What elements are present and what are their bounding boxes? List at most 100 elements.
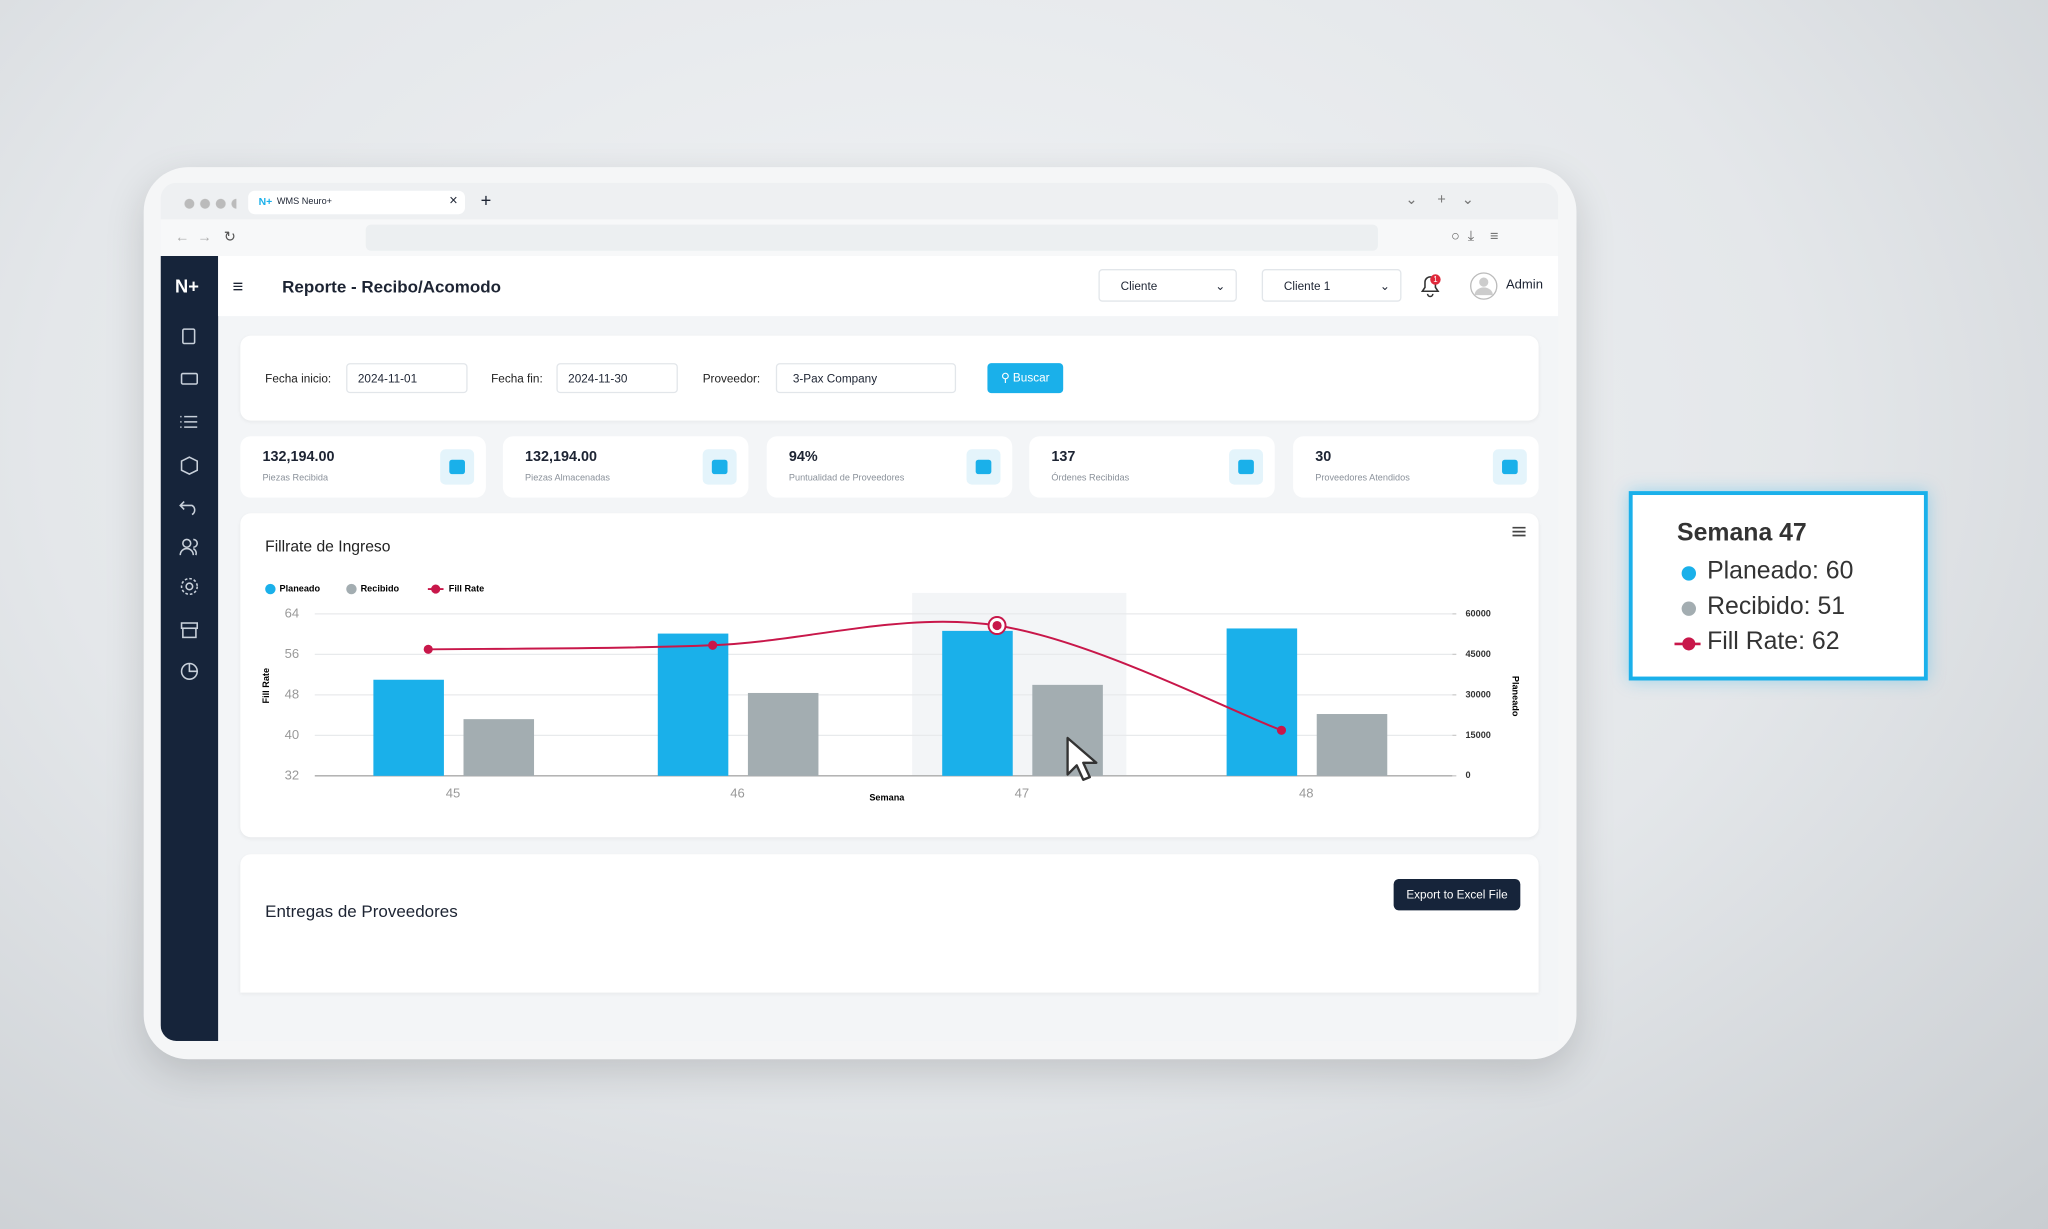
end-input[interactable]: 2024-11-30 <box>556 363 678 394</box>
sidebar-logo: N+ <box>175 275 199 297</box>
line-point <box>423 644 433 654</box>
tooltip: Semana 47 Planeado: 60 Recibido: 51 Fill R… <box>1628 491 1928 681</box>
address-bar[interactable] <box>365 224 1378 251</box>
y-tick-label: 56 <box>285 646 300 661</box>
search-button[interactable]: ⚲ Buscar <box>987 363 1064 394</box>
line <box>428 620 1282 732</box>
y-tick-label: 32 <box>285 767 300 782</box>
sidebar: N+ <box>160 255 219 1041</box>
kpi-value: 132,194.00 <box>262 449 335 465</box>
kpi-icon <box>966 449 1001 485</box>
kpi-card: 132,194.00 Piezas Almacenadas <box>502 436 749 498</box>
kpi-value: 137 <box>1051 449 1076 465</box>
tooltip-marker <box>1681 600 1697 616</box>
kpi-icon <box>702 449 737 485</box>
y2-tick-label: 0 <box>1465 770 1470 780</box>
client-select-text: Cliente <box>1120 279 1158 293</box>
avatar[interactable] <box>1469 272 1498 301</box>
user-name[interactable]: Admin <box>1505 278 1543 293</box>
kpi-icon-glyph <box>1238 459 1254 475</box>
sidebar-icons[interactable] <box>179 327 200 693</box>
kpi-value: 94% <box>788 449 818 465</box>
bar <box>657 633 729 776</box>
y2-tick-label: 45000 <box>1465 649 1490 659</box>
kpi-icon-glyph <box>1502 459 1518 475</box>
tooltip-item: Planeado: 60 <box>1707 557 1854 586</box>
bar <box>942 630 1013 776</box>
chart-menu[interactable] <box>1512 526 1526 537</box>
tab-logo: N+ <box>258 195 273 208</box>
line-point <box>1276 725 1287 735</box>
y-tick-label: 48 <box>285 686 300 701</box>
kpi-icon <box>1492 449 1527 485</box>
nav-buttons[interactable]: ← → ↻ <box>175 229 236 246</box>
line-point <box>708 640 718 650</box>
x-tick-label: 47 <box>1015 786 1030 801</box>
tab-title: WMS Neuro+ <box>276 197 333 207</box>
x-axis-title: Semana <box>869 792 905 802</box>
start-label: Fecha inicio: <box>265 372 332 386</box>
search-button-text: Buscar <box>1012 370 1050 384</box>
kpi-icon-glyph <box>711 459 728 475</box>
kpi-label: Piezas Almacenadas <box>525 474 610 484</box>
chart-title: Fillrate de Ingreso <box>265 538 391 555</box>
new-tab[interactable]: + <box>480 189 492 211</box>
y2-tick-label: 30000 <box>1465 689 1490 699</box>
legend-marker <box>346 583 357 595</box>
bar <box>463 719 535 776</box>
chart: Fillrate de Ingreso 32 40 48 56 64 0 15000 3000… <box>261 526 1526 802</box>
y2-axis-title: Planeado <box>1511 676 1521 717</box>
menu-toggle[interactable]: ≡ <box>232 275 244 297</box>
y-tick-label: 64 <box>285 605 300 620</box>
provider-input[interactable]: 3-Pax Company <box>775 363 957 394</box>
kpi-value: 132,194.00 <box>525 449 597 465</box>
kpi-label: Proveedores Atendidos <box>1315 474 1410 484</box>
client-value-text: Cliente 1 <box>1283 279 1331 293</box>
client-value-select[interactable]: Cliente 1 ⌄ <box>1261 269 1402 302</box>
export-button[interactable]: Export to Excel File <box>1393 879 1521 911</box>
page-title: Reporte - Recibo/Acomodo <box>282 276 501 297</box>
tab-menu[interactable]: ⌄ + ⌄ <box>1405 191 1474 208</box>
deliveries-card <box>240 854 1539 993</box>
kpi-icon-glyph <box>449 459 465 475</box>
tab-close[interactable]: × <box>449 193 458 209</box>
x-tick-label: 45 <box>446 786 461 801</box>
bar <box>373 679 444 776</box>
browser-tools[interactable]: ○ ⤓ ≡ <box>1451 228 1499 245</box>
y2-tick-label: 60000 <box>1465 608 1490 618</box>
cursor <box>1066 736 1098 781</box>
tooltip-item: Fill Rate: 62 <box>1707 628 1840 656</box>
tooltip-marker <box>1674 635 1703 651</box>
chart-card: Fillrate de Ingreso 32 40 48 56 64 0 15000 3000… <box>240 513 1539 838</box>
legend-label: Planeado <box>280 583 321 593</box>
line-point <box>992 620 1002 631</box>
notification-count: 1 <box>1433 275 1437 284</box>
x-tick-label: 46 <box>730 786 745 801</box>
tooltip-item: Recibido: 51 <box>1707 592 1846 621</box>
bar <box>1226 628 1298 776</box>
legend-marker <box>431 584 441 594</box>
kpi-label: Órdenes Recibidas <box>1051 474 1130 484</box>
bar <box>1316 714 1388 776</box>
kpi-icon <box>440 449 475 485</box>
kpi-icon-glyph <box>975 459 992 475</box>
kpi-label: Piezas Recibida <box>262 474 329 484</box>
tooltip-marker <box>1681 564 1697 581</box>
legend-marker <box>265 583 276 595</box>
kpi-card: 94% Puntualidad de Proveedores <box>766 436 1013 498</box>
tab[interactable]: N+ WMS Neuro+ × <box>248 190 465 215</box>
start-input[interactable]: 2024-11-01 <box>346 363 468 394</box>
kpi-value: 30 <box>1315 449 1332 465</box>
client-select[interactable]: Cliente ⌄ <box>1098 269 1237 302</box>
bar <box>747 692 819 776</box>
provider-label: Proveedor: <box>702 372 761 386</box>
tooltip-title: Semana 47 <box>1677 519 1807 548</box>
legend-label: Recibido <box>361 583 400 593</box>
kpi-icon <box>1229 449 1264 485</box>
y-tick-label: 40 <box>285 727 300 742</box>
y-axis-title: Fill Rate <box>261 668 271 704</box>
notification-bell[interactable]: 1 <box>1418 273 1442 299</box>
kpi-card: 132,194.00 Piezas Recibida <box>240 436 486 498</box>
